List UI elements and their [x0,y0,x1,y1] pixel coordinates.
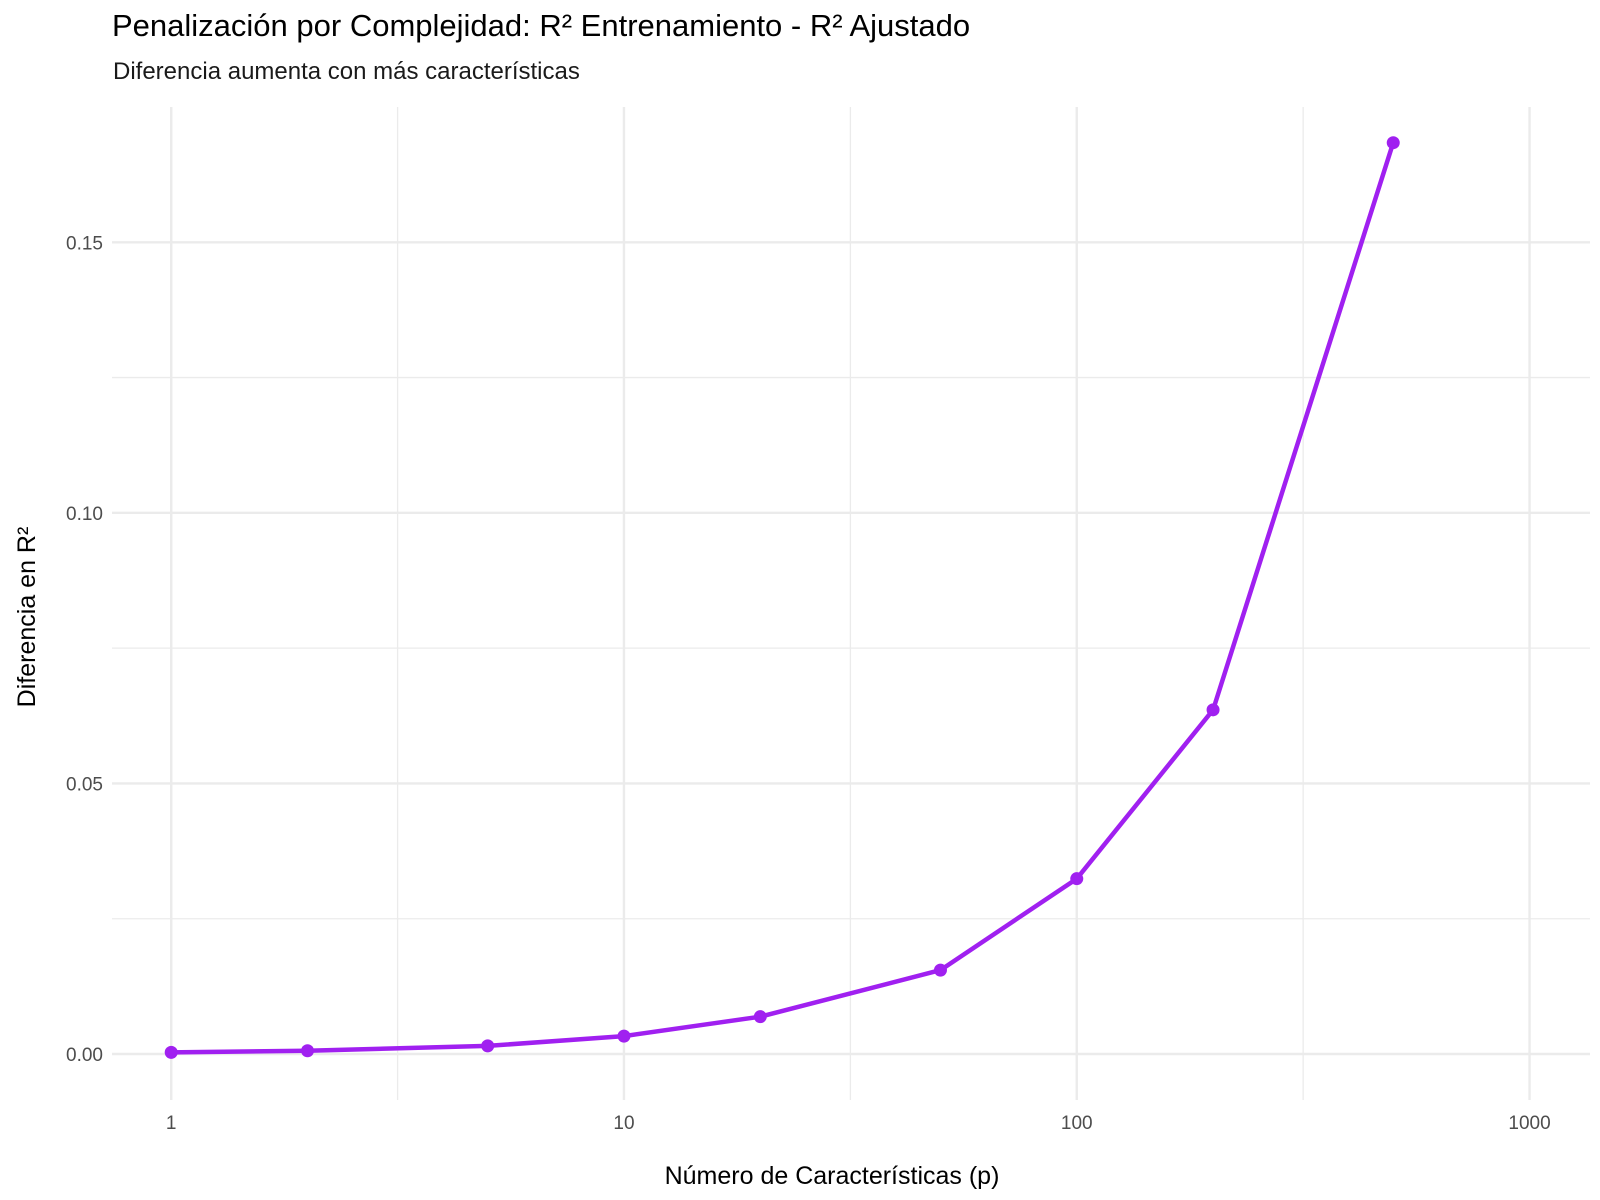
chart-subtitle: Diferencia aumenta con más característic… [113,58,580,85]
data-series [164,136,1400,1059]
data-point [1206,703,1220,717]
y-axis-title: Diferencia en R² [13,527,41,708]
chart-title: Penalización por Complejidad: R² Entrena… [112,8,971,43]
y-tick-label: 0.15 [66,233,103,254]
y-tick-label: 0.05 [66,774,103,795]
x-tick-label: 1000 [1508,1113,1550,1134]
data-point [481,1039,495,1053]
x-axis-title: Número de Características (p) [665,1162,1000,1190]
grid [112,107,1590,1100]
data-point [617,1029,631,1043]
y-tick-label: 0.00 [66,1045,103,1066]
data-point [1070,872,1084,886]
data-point [933,963,947,977]
data-point [753,1010,767,1024]
data-point [301,1044,315,1058]
data-point [1386,136,1400,150]
y-tick-label: 0.10 [66,504,103,525]
data-point [164,1045,178,1059]
series-line [168,140,1396,1055]
x-tick-label: 10 [613,1113,634,1134]
tick-labels: 0.00 0.05 0.10 0.15 1 10 100 1000 [66,233,1551,1134]
x-tick-label: 100 [1061,1113,1093,1134]
x-tick-label: 1 [166,1113,177,1134]
